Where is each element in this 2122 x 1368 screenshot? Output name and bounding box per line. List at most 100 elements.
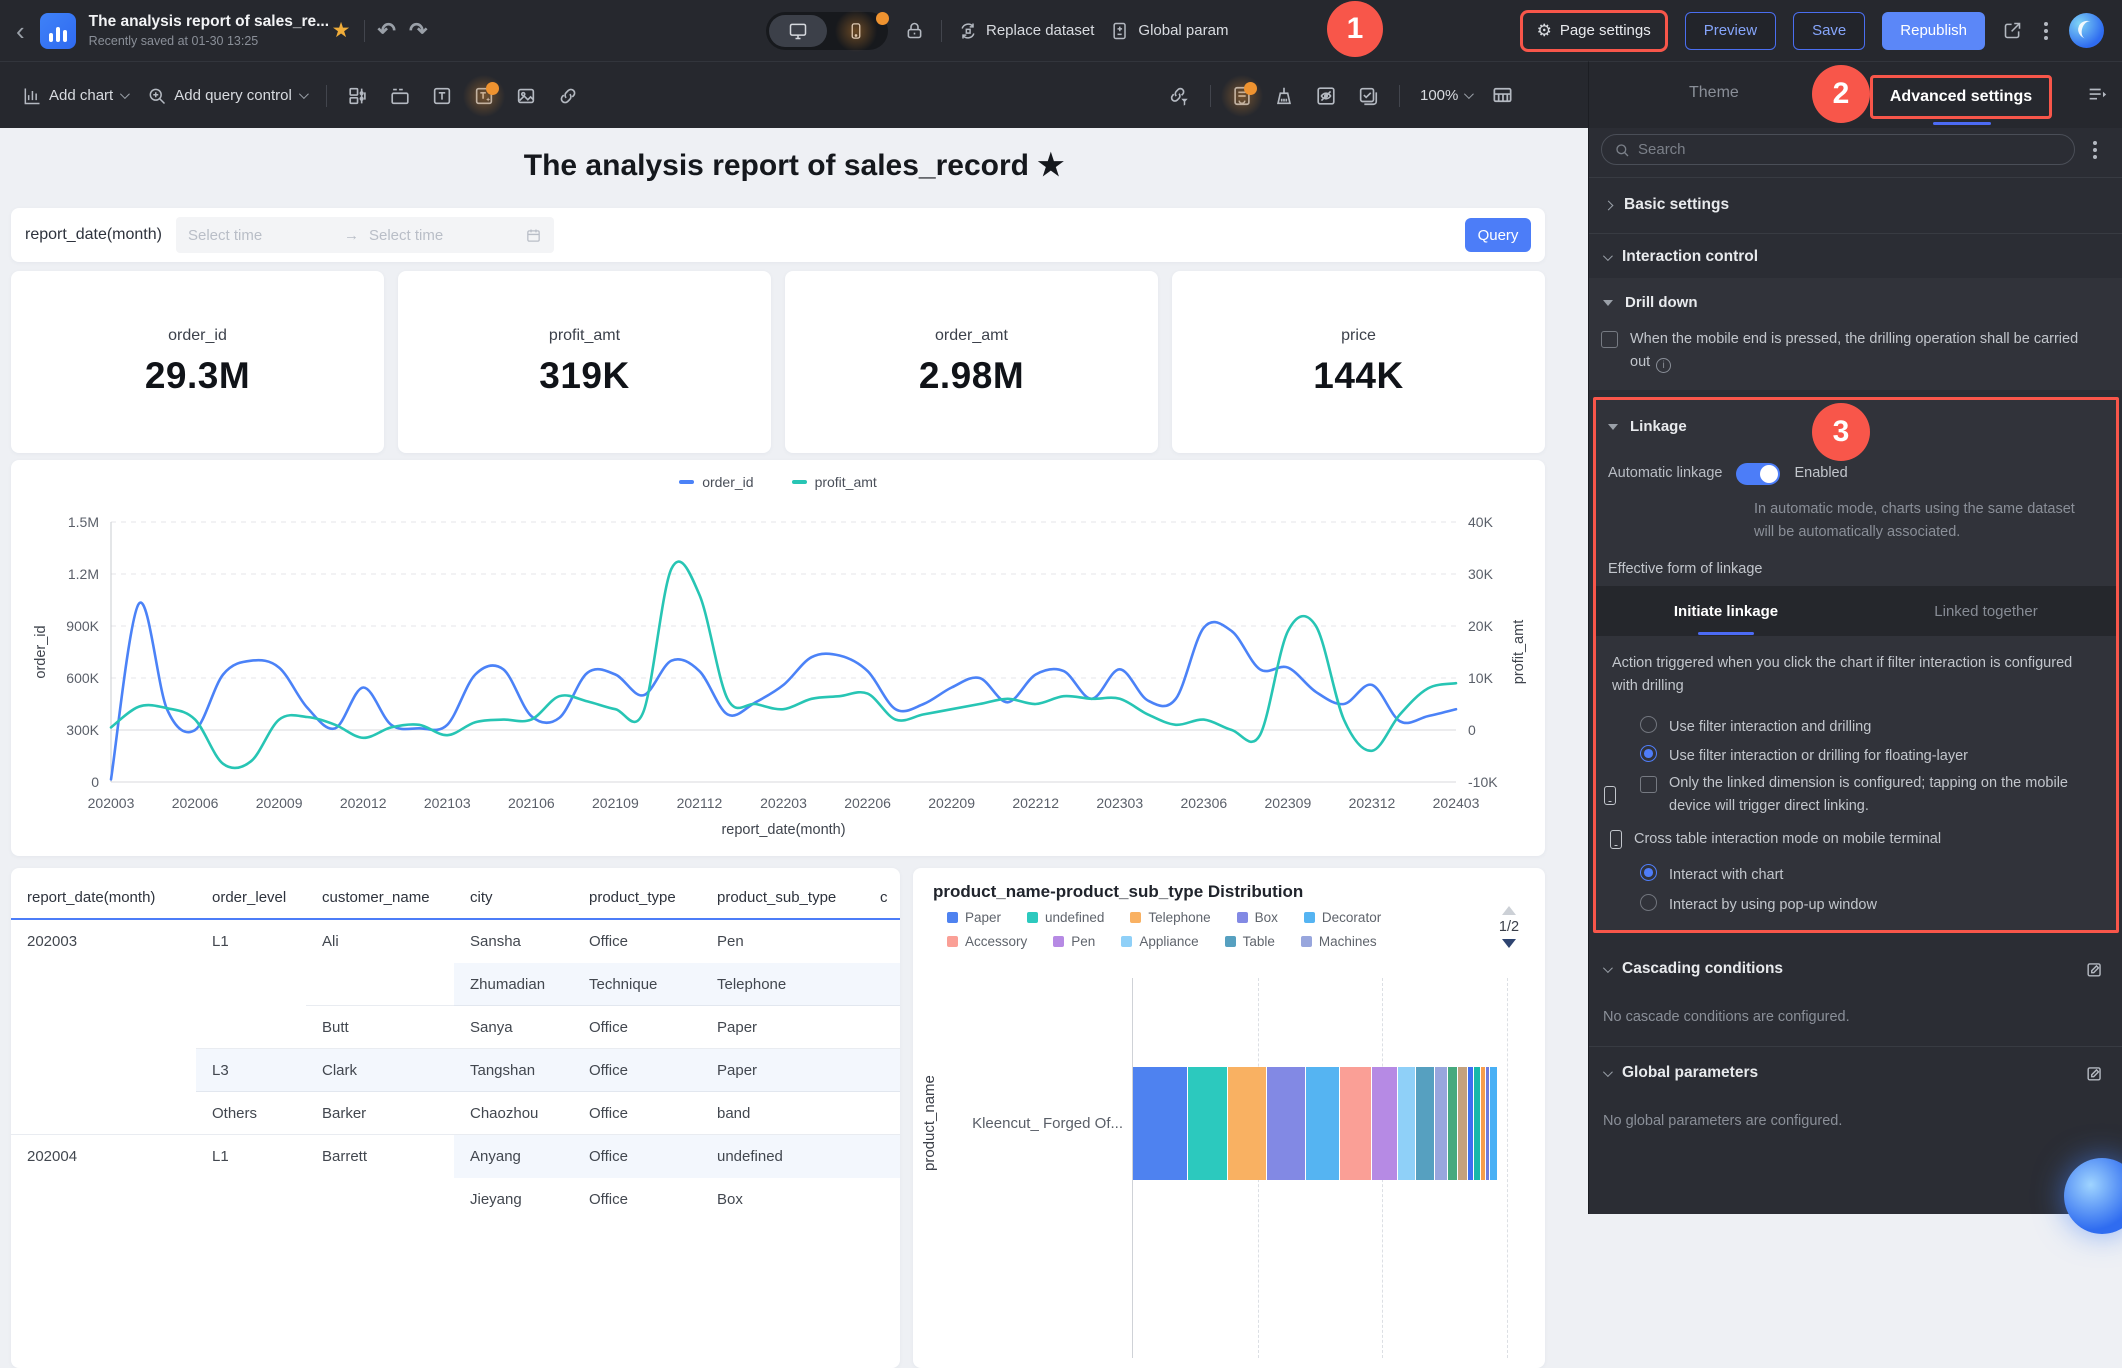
table-row[interactable]: Zhumadian Technique Telephone — [11, 963, 900, 1006]
kpi-card[interactable]: order_amt 2.98M — [785, 271, 1158, 453]
search-input[interactable]: Search — [1601, 134, 2075, 165]
table-row[interactable]: Others Barker Chaozhou Office band — [11, 1092, 900, 1135]
hyperlink-icon[interactable] — [557, 85, 579, 107]
bar-segment[interactable] — [1448, 1067, 1458, 1180]
bar-segment[interactable] — [1480, 1067, 1486, 1180]
kpi-card[interactable]: profit_amt 319K — [398, 271, 771, 453]
column-header[interactable]: product_sub_type — [717, 888, 837, 906]
radio-selected-icon[interactable] — [1640, 864, 1657, 881]
checkbox-icon[interactable] — [1601, 331, 1618, 348]
undo-icon[interactable]: ↶ — [377, 17, 396, 43]
desktop-icon[interactable] — [769, 14, 827, 47]
legend-item-Pen[interactable]: Pen — [1053, 934, 1095, 949]
query-button[interactable]: Query — [1465, 218, 1531, 252]
image-icon[interactable] — [515, 85, 537, 107]
tab-theme[interactable]: Theme — [1689, 84, 1739, 101]
global-parameters-button[interactable]: Global param — [1110, 21, 1228, 41]
legend-item-order_id[interactable]: order_id — [679, 474, 754, 490]
checkbox-icon[interactable] — [1640, 776, 1657, 793]
edit-global-parameters-icon[interactable] — [2085, 1064, 2104, 1083]
bar-segment-Paper[interactable] — [1133, 1067, 1188, 1180]
more-options-icon[interactable] — [2040, 18, 2052, 44]
redo-icon[interactable]: ↷ — [408, 17, 428, 43]
date-range-input[interactable]: Select time → Select time — [175, 217, 554, 253]
kpi-card[interactable]: price 144K — [1172, 271, 1545, 453]
legend-item-Box[interactable]: Box — [1236, 910, 1278, 925]
series-line-profit_amt[interactable] — [109, 560, 1458, 770]
link-filter-icon[interactable] — [1168, 85, 1190, 107]
mobile-icon[interactable] — [827, 11, 889, 47]
tab-linked-together[interactable]: Linked together — [1934, 602, 2038, 620]
line-chart-widget[interactable]: order_id profit_amt 0 -10K 300K 0 600K 10K 900K… — [11, 460, 1545, 856]
column-header[interactable]: product_type — [589, 888, 676, 906]
legend-item-Decorator[interactable]: Decorator — [1303, 910, 1381, 925]
bar-segment-Machines[interactable] — [1434, 1067, 1449, 1180]
table-row[interactable]: 202003 L1 Ali Sansha Office Pen — [11, 920, 900, 963]
legend-item-Accessory[interactable]: Accessory — [947, 934, 1027, 949]
end-time-placeholder[interactable]: Select time — [368, 226, 444, 244]
tab-advanced-settings[interactable]: Advanced settings — [1870, 75, 2052, 119]
report-doc-icon[interactable] — [1231, 81, 1257, 107]
edit-cascading-icon[interactable] — [2085, 960, 2104, 979]
widget-layout-icon[interactable] — [347, 85, 369, 107]
favorite-star-icon[interactable]: ★ — [331, 19, 351, 42]
bar-segment[interactable] — [1485, 1067, 1490, 1180]
table-row[interactable]: Jieyang Office Box — [11, 1178, 900, 1221]
radio-selected-icon[interactable] — [1640, 745, 1657, 762]
avatar[interactable] — [2069, 13, 2104, 48]
series-line-order_id[interactable] — [109, 601, 1458, 781]
device-toggle[interactable] — [766, 11, 889, 50]
bar-segment-Accessory[interactable] — [1340, 1067, 1372, 1180]
stacked-bar[interactable] — [1133, 1067, 1498, 1180]
text-template-icon[interactable] — [473, 81, 499, 107]
hide-element-icon[interactable] — [1315, 85, 1337, 107]
radio-icon[interactable] — [1640, 894, 1657, 911]
start-time-placeholder[interactable]: Select time — [187, 226, 263, 244]
query-control-widget[interactable]: report_date(month) Select time → Select … — [11, 208, 1545, 262]
text-icon[interactable] — [431, 85, 453, 107]
assistant-floating-button[interactable] — [2064, 1158, 2122, 1234]
automatic-linkage-toggle[interactable] — [1736, 462, 1781, 485]
legend-page-down-icon[interactable] — [1502, 939, 1516, 948]
section-interaction-control[interactable]: Interaction control — [1602, 248, 1758, 266]
bar-segment-Decorator[interactable] — [1306, 1067, 1341, 1180]
column-header[interactable]: report_date(month) — [27, 888, 156, 906]
legend-item-Paper[interactable]: Paper — [947, 910, 1001, 925]
legend-item-Table[interactable]: Table — [1224, 934, 1275, 949]
radio-icon[interactable] — [1640, 716, 1657, 733]
bar-segment[interactable] — [1489, 1067, 1498, 1180]
radio-interact-with-chart[interactable]: Interact with chart — [1640, 864, 1783, 887]
bar-segment-Box[interactable] — [1266, 1067, 1307, 1180]
section-global-parameters[interactable]: Global parameters — [1602, 1064, 1758, 1082]
table-row[interactable]: Butt Sanya Office Paper — [11, 1006, 900, 1049]
drill-checkbox-row[interactable]: When the mobile end is pressed, the dril… — [1601, 328, 2085, 374]
section-cascading-conditions[interactable]: Cascading conditions — [1602, 960, 1783, 978]
bar-segment-Appliance[interactable] — [1397, 1067, 1416, 1180]
column-header[interactable]: order_level — [212, 888, 287, 906]
legend-page-up-icon[interactable] — [1502, 906, 1516, 915]
table-row[interactable]: 202004 L1 Barrett Anyang Office undefined — [11, 1135, 900, 1178]
add-chart-button[interactable]: Add chart — [22, 86, 131, 106]
column-header[interactable]: customer_name — [322, 888, 430, 906]
back-icon[interactable]: ‹ — [16, 15, 25, 46]
preview-button[interactable]: Preview — [1684, 11, 1777, 50]
legend-item-Machines[interactable]: Machines — [1300, 934, 1377, 949]
bar-segment[interactable] — [1457, 1067, 1468, 1180]
batch-select-icon[interactable] — [1357, 85, 1379, 107]
crosstab-widget[interactable]: report_date(month) order_level customer_na… — [11, 868, 900, 1368]
info-icon[interactable]: i — [1656, 358, 1672, 373]
add-query-control-button[interactable]: Add query control — [147, 86, 309, 106]
bar-segment-Telephone[interactable] — [1227, 1067, 1267, 1180]
bar-segment-Table[interactable] — [1415, 1067, 1435, 1180]
radio-filter-or-drilling[interactable]: Use filter interaction or drilling for f… — [1640, 745, 1968, 768]
collapse-panel-icon[interactable] — [2086, 84, 2108, 106]
canvas-size-icon[interactable] — [1491, 84, 1514, 107]
legend-item-Appliance[interactable]: Appliance — [1121, 934, 1199, 949]
zoom-level-select[interactable]: 100% — [1420, 87, 1475, 104]
kpi-card[interactable]: order_id 29.3M — [11, 271, 384, 453]
line-chart[interactable]: 0 -10K 300K 0 600K 10K 900K 20K 1.2M 30K 1.5M 40K 20… — [11, 460, 1545, 856]
bar-segment[interactable] — [1473, 1067, 1481, 1180]
save-button[interactable]: Save — [1793, 11, 1866, 50]
radio-popup-window[interactable]: Interact by using pop-up window — [1640, 894, 1877, 917]
linkage-header[interactable]: Linkage — [1608, 418, 1687, 435]
